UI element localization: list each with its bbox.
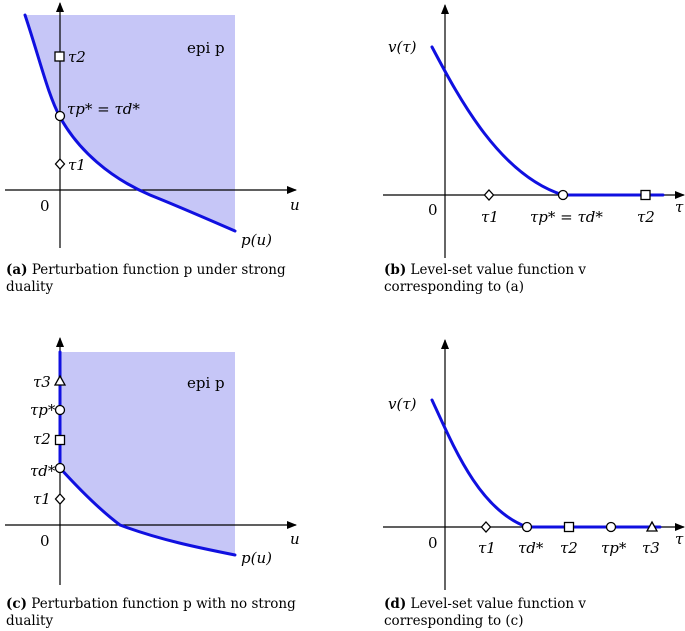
caption-d-text: Level-set value function v corresponding… [384, 596, 586, 629]
caption-d-tag: (d) [384, 596, 407, 612]
panel-c-taup-circle-marker [54, 404, 66, 416]
panel-d-taup-circle-marker [605, 521, 617, 533]
panel-a-epi-label: epi p [187, 39, 225, 57]
panel-a-origin-label: 0 [40, 197, 50, 215]
caption-c-text: Perturbation function p with no strong d… [6, 596, 296, 629]
panel-d-tau2-label: τ2 [560, 539, 578, 557]
panel-b-tau1-diamond-marker [483, 189, 495, 201]
panel-d-taud-circle-marker [521, 521, 533, 533]
caption-a: (a) Perturbation function p under strong… [6, 262, 304, 296]
panel-c-epigraph-region [60, 352, 235, 555]
panel-d-tau1-diamond-marker [480, 521, 492, 533]
panel-d-tau1-label: τ1 [478, 539, 496, 557]
panel-a-tau-equal-label: τp* = τd* [67, 100, 140, 118]
caption-a-text: Perturbation function p under strong dua… [6, 262, 286, 295]
caption-b: (b) Level-set value function v correspon… [384, 262, 682, 296]
panel-c-tau1-label: τ1 [33, 490, 51, 508]
panel-a-perturbation-curve [23, 13, 237, 233]
panel-a-u-axis-label: u [290, 196, 300, 214]
panel-c-taud-circle-marker [54, 462, 66, 474]
panel-c-perturbation-curve [58, 466, 237, 557]
panel-c-p-label: p(u) [241, 549, 272, 567]
panel-d-tau3-triangle-marker [645, 520, 659, 532]
panel-c-tau2-label: τ2 [33, 430, 51, 448]
panel-d-value-function-curve [430, 398, 662, 529]
panel-d-origin-label: 0 [428, 534, 438, 552]
panel-b-v-label: v(τ) [388, 38, 417, 56]
panel-c-tau2-square-marker [54, 434, 66, 446]
panel-d-tau3-label: τ3 [642, 539, 660, 557]
panel-d-tau2-square-marker [563, 521, 575, 533]
panel-b-tau-axis-label: τ [675, 198, 684, 216]
panel-c-tau1-diamond-marker [54, 493, 66, 505]
panel-b-diagram: v(τ) 0 τ1 τp* = τd* τ2 τ [383, 4, 685, 258]
panel-a-tau2-label: τ2 [68, 48, 86, 66]
panel-a-tau2-square-marker [54, 51, 65, 62]
panel-a-tau1-label: τ1 [68, 156, 86, 174]
panel-b-value-function-curve [430, 45, 665, 197]
panel-a-diagram: epi p τ2 τp* = τd* τ1 0 u p(u) [5, 2, 300, 249]
panel-b-tau-equal-label: τp* = τd* [530, 208, 603, 226]
panel-d-taud-label: τd* [518, 539, 544, 557]
panel-b-tau-equal-circle-marker [557, 189, 569, 201]
caption-b-text: Level-set value function v corresponding… [384, 262, 586, 295]
panel-b-tau2-square-marker [640, 189, 651, 201]
caption-a-tag: (a) [6, 262, 28, 278]
panel-c-taud-label: τd* [30, 462, 56, 480]
caption-c-tag: (c) [6, 596, 27, 612]
panel-c-origin-label: 0 [40, 532, 50, 550]
panel-a-p-label: p(u) [241, 231, 272, 249]
panel-d-taup-label: τp* [601, 539, 627, 557]
caption-b-tag: (b) [384, 262, 407, 278]
caption-d: (d) Level-set value function v correspon… [384, 596, 682, 630]
panel-d-tau-axis-label: τ [675, 530, 684, 548]
panel-c-tau3-triangle-marker [53, 374, 67, 386]
panel-c-tau3-label: τ3 [33, 373, 51, 391]
panel-b-tau1-label: τ1 [481, 208, 499, 226]
panel-c-diagram: epi p τ3 τp* τ2 τd* τ1 0 u p(u) [5, 337, 300, 585]
panel-a-tau1-diamond-marker [54, 158, 66, 170]
panel-d-diagram: v(τ) 0 τ1 τd* τ2 τp* τ3 τ [383, 339, 685, 590]
panel-d-v-label: v(τ) [388, 395, 417, 413]
caption-c: (c) Perturbation function p with no stro… [6, 596, 304, 630]
panel-a-epigraph-region [25, 15, 235, 231]
panel-c-epi-label: epi p [187, 374, 225, 392]
panel-c-taup-label: τp* [30, 401, 56, 419]
panel-c-u-axis-label: u [290, 530, 300, 548]
panel-b-origin-label: 0 [428, 201, 438, 219]
panel-b-tau2-label: τ2 [637, 208, 655, 226]
panel-a-tau-equal-circle-marker [54, 110, 66, 122]
